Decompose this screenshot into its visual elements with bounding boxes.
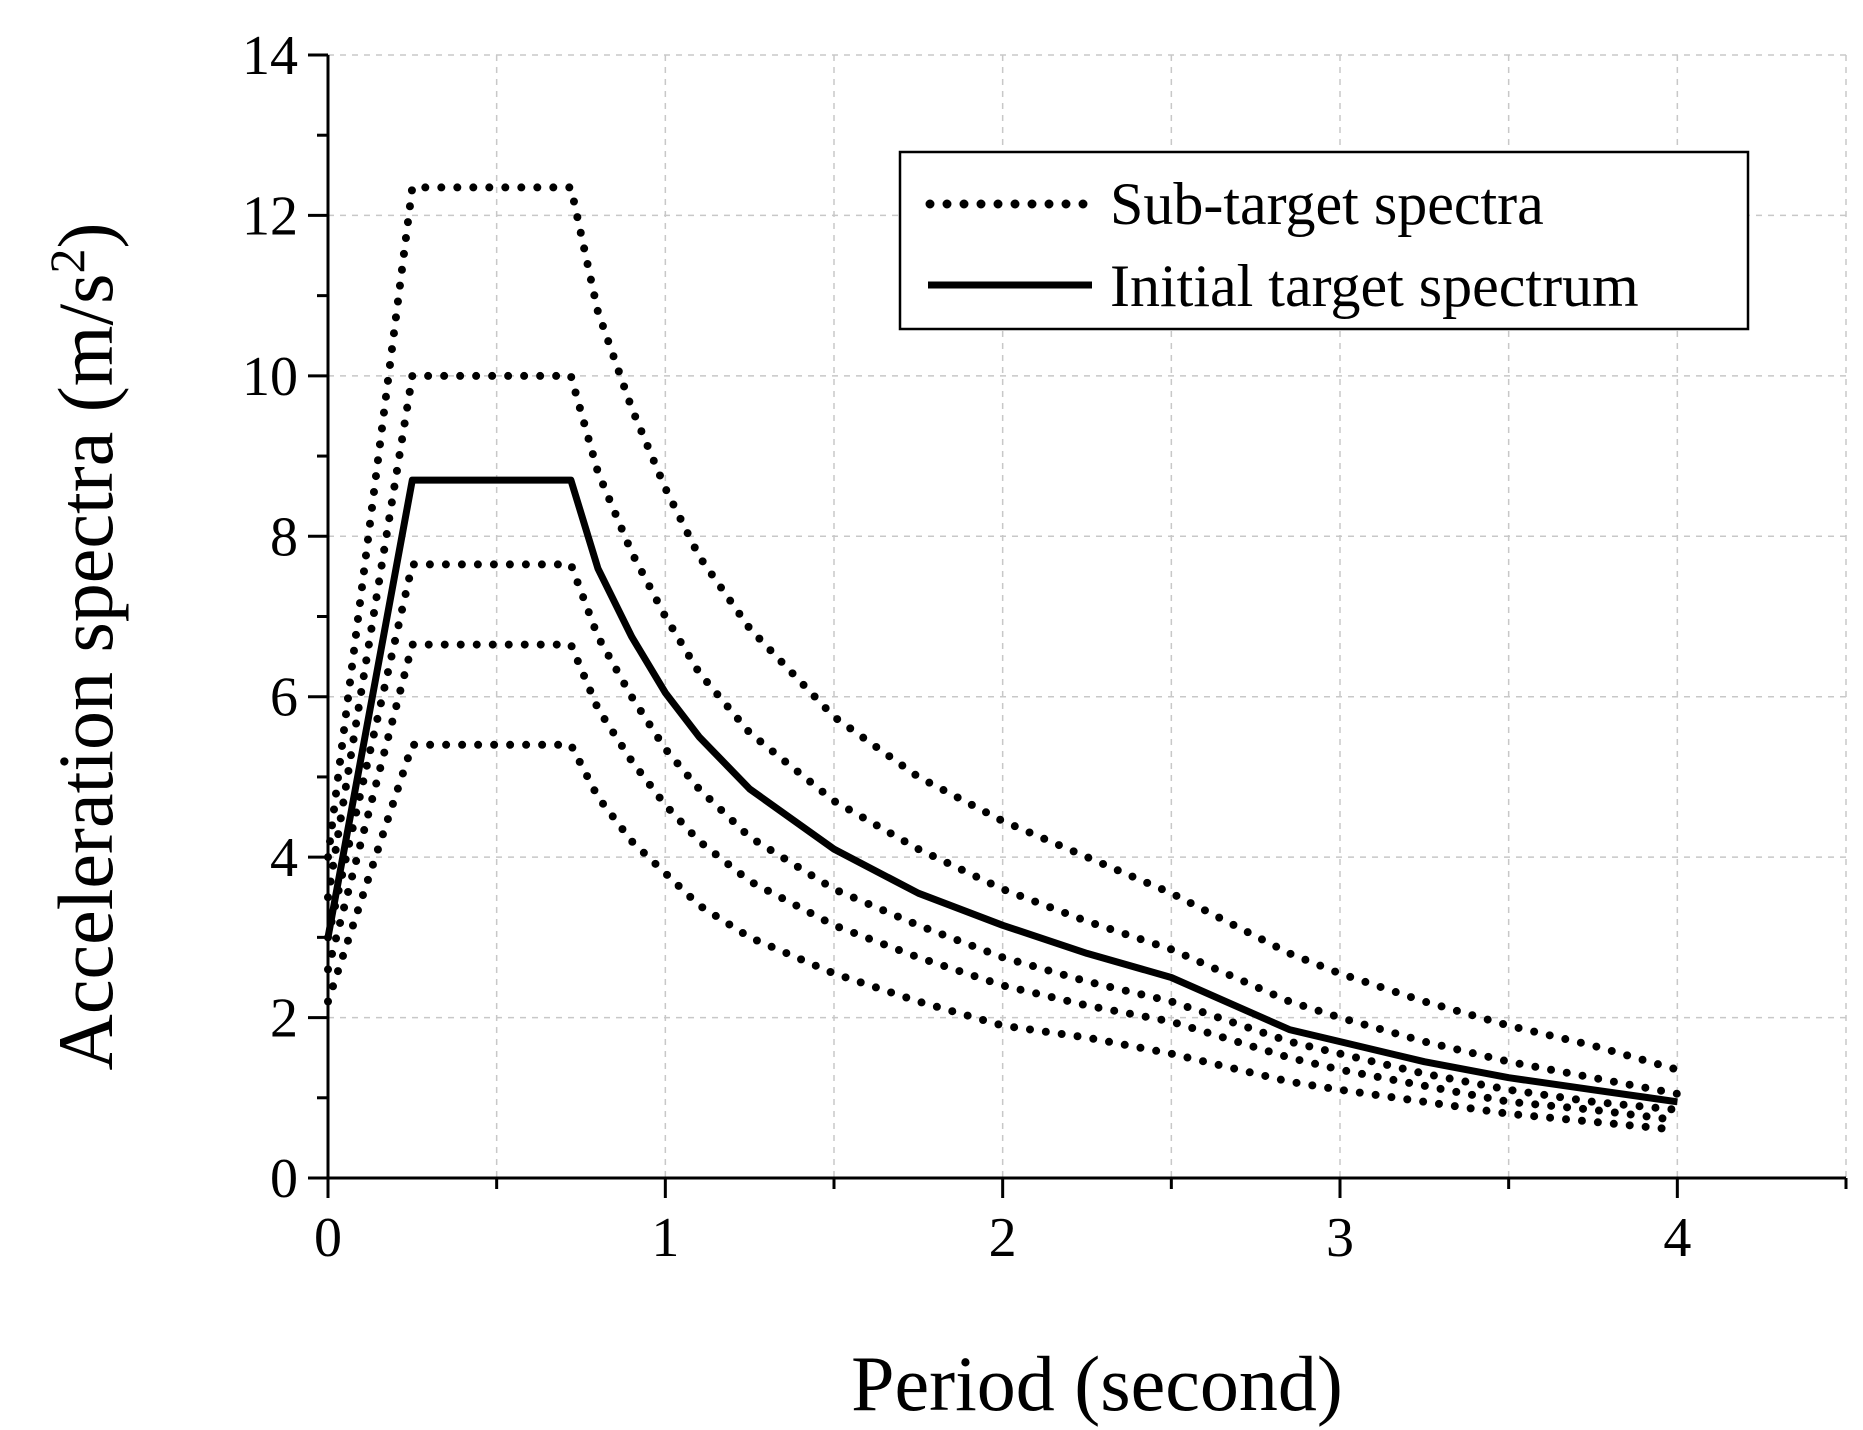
legend-label-sub-target: Sub-target spectra bbox=[1110, 171, 1544, 237]
x-tick-label: 3 bbox=[1326, 1207, 1354, 1269]
x-tick-label: 1 bbox=[651, 1207, 679, 1269]
y-tick-label: 2 bbox=[270, 988, 298, 1050]
series-lines bbox=[324, 183, 1682, 1134]
series-sub-target-line-1 bbox=[324, 183, 1682, 1074]
axis-ticks bbox=[308, 53, 1848, 1198]
x-axis-title: Period (second) bbox=[851, 1340, 1343, 1427]
legend: Sub-target spectra Initial target spectr… bbox=[898, 150, 1750, 331]
legend-box bbox=[898, 150, 1750, 331]
y-tick-label: 6 bbox=[270, 667, 298, 729]
series-sub-target-line-5 bbox=[324, 740, 1682, 1134]
y-axis-title-main: Acceleration spectra (m/s bbox=[42, 274, 129, 1071]
y-axis-title: Acceleration spectra (m/s2) bbox=[39, 223, 129, 1071]
y-tick-label: 8 bbox=[270, 506, 298, 568]
series-initial-target-line bbox=[324, 476, 1678, 1106]
y-tick-label: 14 bbox=[242, 25, 298, 87]
x-tick-label: 2 bbox=[989, 1207, 1017, 1269]
series-sub-target-line-2 bbox=[324, 371, 1682, 1098]
x-tick-label: 4 bbox=[1663, 1207, 1691, 1269]
series-sub-target-line-4 bbox=[324, 640, 1682, 1125]
y-axis-title-suffix: ) bbox=[42, 223, 129, 249]
y-axis-title-superscript: 2 bbox=[39, 249, 95, 274]
y-tick-label: 12 bbox=[242, 185, 298, 247]
y-tick-label: 4 bbox=[270, 827, 298, 889]
y-tick-label: 0 bbox=[270, 1148, 298, 1210]
x-tick-label: 0 bbox=[314, 1207, 342, 1269]
legend-label-initial-target: Initial target spectrum bbox=[1110, 253, 1639, 319]
y-tick-label: 10 bbox=[242, 346, 298, 408]
